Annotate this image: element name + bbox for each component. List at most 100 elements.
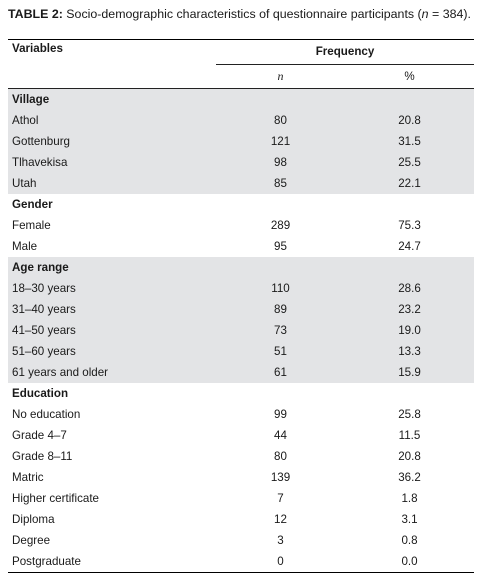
percent-cell: 23.2 xyxy=(345,298,475,320)
count-cell: 99 xyxy=(274,407,287,421)
table-row: Female 289 75.3 xyxy=(8,215,474,236)
table-row: 31–40 years 89 23.2 xyxy=(8,298,475,320)
table-row: 61 years and older 61 15.9 xyxy=(8,361,475,383)
percent-header: % xyxy=(345,64,475,89)
row-label: Tlhavekisa xyxy=(8,151,216,173)
row-label: 61 years and older xyxy=(8,361,216,383)
row-label: Female xyxy=(12,218,51,232)
percent-cell: 25.8 xyxy=(398,407,421,421)
demographics-table: Variables Frequency n % Village Athol 80 20… xyxy=(8,39,475,573)
header-row: Variables Frequency xyxy=(8,39,475,65)
row-label: Athol xyxy=(8,109,216,131)
percent-cell: 1.8 xyxy=(401,491,418,505)
count-cell: 44 xyxy=(274,428,287,442)
count-cell: 73 xyxy=(216,319,345,341)
count-cell: 51 xyxy=(216,340,345,362)
table-row: Higher certificate 7 1.8 xyxy=(8,488,474,509)
percent-cell: 24.7 xyxy=(398,239,421,253)
count-cell: 80 xyxy=(274,449,287,463)
table-row: Degree 3 0.8 xyxy=(8,530,474,551)
empty-cell xyxy=(216,88,345,110)
count-cell: 89 xyxy=(216,298,345,320)
row-label: No education xyxy=(12,407,81,421)
caption-text: Socio-demographic characteristics of que… xyxy=(62,7,422,21)
variables-header: Variables xyxy=(12,42,63,55)
group-title: Education xyxy=(12,386,69,400)
group-header-row: Gender xyxy=(8,194,474,215)
empty-cell xyxy=(345,383,474,404)
empty-cell xyxy=(216,194,345,215)
count-cell: 61 xyxy=(216,361,345,383)
frequency-header: Frequency xyxy=(216,39,475,65)
table-body: Village Athol 80 20.8 Gottenburg 121 31.5 Tlhav… xyxy=(8,88,475,573)
count-cell: 95 xyxy=(274,239,287,253)
percent-cell: 19.0 xyxy=(345,319,475,341)
group-header-row: Education xyxy=(8,383,474,404)
row-label: Utah xyxy=(8,172,216,194)
table-label: TABLE 2: xyxy=(8,7,63,21)
row-label: Male xyxy=(12,239,38,253)
caption-n-symbol: n xyxy=(421,7,429,21)
row-label: Higher certificate xyxy=(12,491,99,505)
table-row: Postgraduate 0 0.0 xyxy=(8,551,474,573)
count-cell: 3 xyxy=(277,533,284,547)
percent-cell: 36.2 xyxy=(398,470,421,484)
table-caption: TABLE 2: Socio-demographic characteristi… xyxy=(8,7,474,22)
empty-cell xyxy=(345,88,475,110)
row-label: Matric xyxy=(12,470,44,484)
percent-cell: 15.9 xyxy=(345,361,475,383)
count-cell: 85 xyxy=(216,172,345,194)
percent-cell: 11.5 xyxy=(398,428,421,442)
row-label: Grade 8–11 xyxy=(12,449,73,463)
table-row: Tlhavekisa 98 25.5 xyxy=(8,151,475,173)
n-header: n xyxy=(216,64,345,89)
empty-cell xyxy=(216,383,345,404)
group-header-row: Age range xyxy=(8,256,475,278)
row-label: Grade 4–7 xyxy=(12,428,67,442)
table-row: 18–30 years 110 28.6 xyxy=(8,277,475,299)
percent-cell: 25.5 xyxy=(345,151,475,173)
percent-cell: 20.8 xyxy=(345,109,475,131)
group-header-row: Village xyxy=(8,88,475,110)
count-cell: 98 xyxy=(216,151,345,173)
table-row: Athol 80 20.8 xyxy=(8,109,475,131)
percent-cell: 3.1 xyxy=(401,512,418,526)
percent-cell: 31.5 xyxy=(345,130,475,152)
count-cell: 121 xyxy=(216,130,345,152)
count-cell: 289 xyxy=(270,218,291,232)
table-row: Utah 85 22.1 xyxy=(8,172,475,194)
table-row: Matric 139 36.2 xyxy=(8,467,474,488)
percent-cell: 20.8 xyxy=(398,449,421,463)
row-label: 18–30 years xyxy=(8,277,216,299)
subheader-row: n % xyxy=(8,64,475,89)
table-row: Grade 4–7 44 11.5 xyxy=(8,425,474,446)
row-label: Gottenburg xyxy=(8,130,216,152)
row-label: 31–40 years xyxy=(8,298,216,320)
count-cell: 139 xyxy=(270,470,291,484)
percent-cell: 28.6 xyxy=(345,277,475,299)
table-row: Gottenburg 121 31.5 xyxy=(8,130,475,152)
table-row: Diploma 12 3.1 xyxy=(8,509,474,530)
group-title: Gender xyxy=(12,197,53,211)
row-label: 41–50 years xyxy=(8,319,216,341)
percent-cell: 75.3 xyxy=(398,218,421,232)
percent-cell: 13.3 xyxy=(345,340,475,362)
percent-cell: 0.0 xyxy=(401,554,418,568)
table-row: 51–60 years 51 13.3 xyxy=(8,340,475,362)
group-title: Age range xyxy=(8,256,216,278)
count-cell: 7 xyxy=(277,491,284,505)
row-label: 51–60 years xyxy=(8,340,216,362)
table-row: No education 99 25.8 xyxy=(8,404,474,425)
empty-cell xyxy=(345,256,475,278)
table-row: Grade 8–11 80 20.8 xyxy=(8,446,474,467)
table-row: 41–50 years 73 19.0 xyxy=(8,319,475,341)
empty-cell xyxy=(216,256,345,278)
row-label: Degree xyxy=(12,533,51,547)
table-row: Male 95 24.7 xyxy=(8,236,474,257)
subheader-blank xyxy=(8,64,216,89)
caption-text-end: = 384). xyxy=(428,7,471,21)
row-label: Postgraduate xyxy=(12,554,81,568)
count-cell: 12 xyxy=(274,512,287,526)
count-cell: 0 xyxy=(277,554,284,568)
count-cell: 80 xyxy=(216,109,345,131)
